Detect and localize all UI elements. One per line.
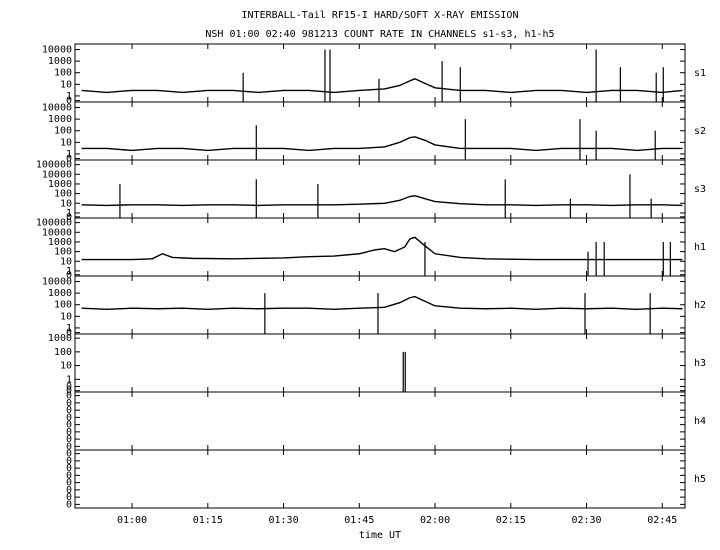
x-tick-label: 01:30 xyxy=(268,515,298,526)
y-tick-label: 0 xyxy=(66,96,72,107)
x-tick-label: 01:45 xyxy=(344,515,374,526)
x-tick-label: 02:15 xyxy=(496,515,526,526)
panel-label: h2 xyxy=(694,300,706,311)
y-tick-label: 0 xyxy=(66,492,72,503)
y-tick-label: 0 xyxy=(66,270,72,281)
y-tick-label: 0 xyxy=(66,427,72,438)
y-tick-label: 1 xyxy=(66,208,72,219)
y-tick-label: 0 xyxy=(66,398,72,409)
panel-frame xyxy=(74,449,686,509)
y-tick-label: 0 xyxy=(66,449,72,460)
y-tick-label: 0 xyxy=(66,420,72,431)
y-tick-label: 0 xyxy=(66,386,72,397)
y-tick-label: 0 xyxy=(66,328,72,339)
y-tick-label: 10000 xyxy=(42,169,72,180)
y-tick-label: 100 xyxy=(54,68,72,79)
series-line xyxy=(81,136,683,152)
panel-label: h3 xyxy=(694,358,706,369)
y-tick-label: 10000 xyxy=(42,45,72,56)
y-tick-label: 0 xyxy=(66,382,72,393)
y-tick-label: 10 xyxy=(60,137,72,148)
chart-subtitle: NSH 01:00 02:40 981213 COUNT RATE IN CHA… xyxy=(205,29,554,40)
y-tick-label: 0 xyxy=(66,154,72,165)
y-tick-label: 0 xyxy=(66,485,72,496)
y-tick-label: 0 xyxy=(66,405,72,416)
y-tick-label: 0 xyxy=(66,441,72,452)
y-tick-label: 10 xyxy=(60,198,72,209)
panel-label: h5 xyxy=(694,474,706,485)
y-tick-label: 0 xyxy=(66,212,72,223)
y-tick-label: 0 xyxy=(66,412,72,423)
y-tick-label: 100 xyxy=(54,247,72,258)
x-tick-label: 02:30 xyxy=(571,515,601,526)
y-tick-label: 100 xyxy=(54,189,72,200)
y-tick-label: 1000 xyxy=(48,114,72,125)
y-tick-label: 10000 xyxy=(42,277,72,288)
y-tick-label: 1000 xyxy=(48,56,72,67)
series-line xyxy=(81,236,683,261)
y-tick-label: 0 xyxy=(66,456,72,467)
y-tick-label: 1 xyxy=(66,323,72,334)
series-line xyxy=(81,78,683,94)
y-tick-label: 10 xyxy=(60,311,72,322)
y-tick-label: 10 xyxy=(60,361,72,372)
y-tick-label: 1 xyxy=(66,374,72,385)
chart-title: INTERBALL-Tail RF15-I HARD/SOFT X-RAY EM… xyxy=(242,10,519,21)
y-tick-label: 0 xyxy=(66,391,72,402)
y-tick-label: 100 xyxy=(54,300,72,311)
panel-label: s1 xyxy=(694,68,706,79)
y-tick-label: 1 xyxy=(66,149,72,160)
y-tick-label: 1000 xyxy=(48,237,72,248)
y-tick-label: 10 xyxy=(60,79,72,90)
panel-label: s3 xyxy=(694,184,706,195)
x-tick-label: 01:15 xyxy=(193,515,223,526)
y-tick-label: 0 xyxy=(66,463,72,474)
y-tick-label: 10 xyxy=(60,256,72,267)
x-tick-label: 02:45 xyxy=(647,515,677,526)
x-tick-label: 01:00 xyxy=(117,515,147,526)
series-line xyxy=(81,295,683,311)
x-tick-label: 02:00 xyxy=(420,515,450,526)
y-tick-label: 1000 xyxy=(48,333,72,344)
y-tick-label: 0 xyxy=(66,434,72,445)
y-tick-label: 1000 xyxy=(48,288,72,299)
y-tick-label: 100000 xyxy=(36,160,72,171)
y-tick-label: 0 xyxy=(66,470,72,481)
panel-label: s2 xyxy=(694,126,706,137)
x-axis-label: time UT xyxy=(359,530,401,541)
panel-label: h4 xyxy=(694,416,706,427)
y-tick-label: 100000 xyxy=(36,218,72,229)
y-tick-label: 0 xyxy=(66,478,72,489)
y-tick-label: 1 xyxy=(66,266,72,277)
y-tick-label: 10000 xyxy=(42,103,72,114)
y-tick-label: 1 xyxy=(66,91,72,102)
y-tick-label: 0 xyxy=(66,499,72,510)
y-tick-label: 10000 xyxy=(42,227,72,238)
y-tick-label: 1000 xyxy=(48,179,72,190)
y-tick-label: 100 xyxy=(54,347,72,358)
y-tick-label: 100 xyxy=(54,126,72,137)
series-line xyxy=(81,195,683,207)
panel-label: h1 xyxy=(694,242,706,253)
